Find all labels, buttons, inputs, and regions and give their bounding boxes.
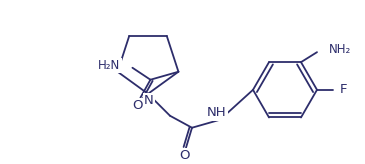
Text: O: O xyxy=(179,149,189,162)
Text: O: O xyxy=(132,99,143,112)
Text: F: F xyxy=(340,83,347,96)
Text: H₂N: H₂N xyxy=(98,59,120,72)
Text: NH₂: NH₂ xyxy=(329,43,351,56)
Text: N: N xyxy=(144,94,154,107)
Text: NH: NH xyxy=(207,106,227,119)
